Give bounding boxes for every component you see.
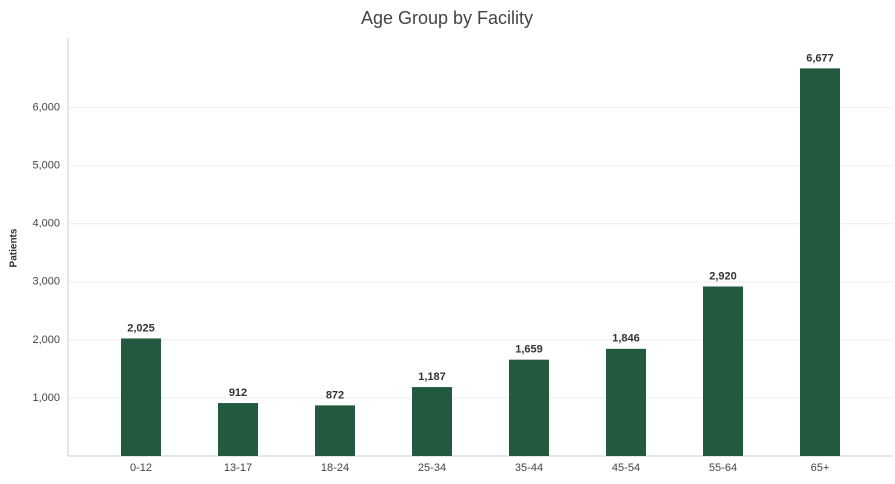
x-tick-label: 18-24 [321, 462, 349, 474]
x-tick-label: 45-54 [612, 462, 640, 474]
value-label: 1,187 [418, 371, 446, 383]
x-tick-label: 35-44 [515, 462, 543, 474]
bar [703, 286, 743, 456]
x-tick-label: 13-17 [224, 462, 252, 474]
y-axis-label: Patients [9, 228, 20, 267]
y-tick-label: 3,000 [32, 276, 60, 288]
value-label: 1,659 [515, 344, 543, 356]
x-tick-label: 65+ [811, 462, 830, 474]
bar [606, 348, 646, 456]
bar [315, 405, 355, 456]
x-tick-label: 25-34 [418, 462, 446, 474]
value-label: 912 [229, 387, 247, 399]
bar [121, 338, 161, 456]
value-label: 2,920 [709, 270, 737, 282]
value-label: 872 [326, 389, 344, 401]
y-tick-label: 5,000 [32, 160, 60, 172]
y-tick-label: 1,000 [32, 392, 60, 404]
chart-title: Age Group by Facility [361, 8, 533, 28]
bar [800, 68, 840, 457]
y-tick-label: 6,000 [32, 102, 60, 114]
y-tick-label: 4,000 [32, 218, 60, 230]
x-tick-label: 55-64 [709, 462, 737, 474]
x-tick-label: 0-12 [130, 462, 152, 474]
bar [509, 359, 549, 456]
bar [412, 387, 452, 456]
value-label: 1,846 [612, 333, 640, 345]
value-label: 6,677 [806, 52, 834, 64]
y-tick-label: 2,000 [32, 334, 60, 346]
bar [218, 403, 258, 456]
value-label: 2,025 [127, 322, 155, 334]
